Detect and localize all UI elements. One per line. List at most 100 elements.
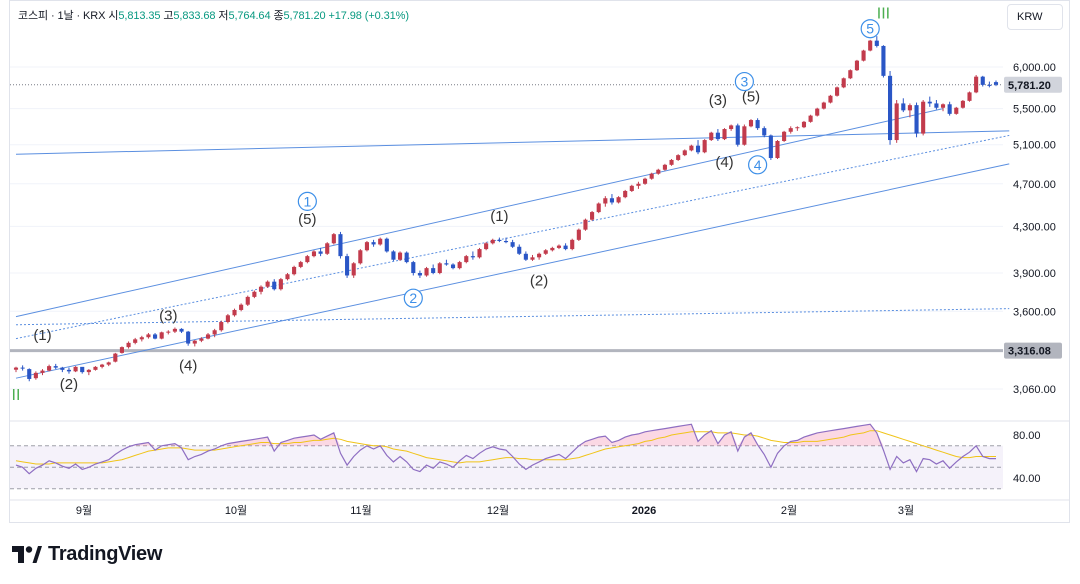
candle-body	[576, 229, 581, 240]
candle-body	[331, 234, 336, 244]
price-tick-label: 3,060.00	[1013, 384, 1056, 396]
candle-body	[424, 268, 429, 276]
brand-name: TradingView	[48, 543, 163, 565]
candle-body	[358, 250, 363, 264]
time-tick-label: 9월	[76, 504, 92, 517]
time-tick-label: 2월	[781, 504, 797, 517]
candle-body	[80, 366, 85, 373]
time-tick-label: 3월	[898, 504, 914, 517]
candle-body	[464, 256, 469, 263]
candle-body	[649, 173, 654, 179]
wave-label: II	[12, 387, 21, 404]
candle-body	[265, 281, 270, 287]
candle-body	[656, 169, 661, 174]
candle-body	[907, 105, 912, 111]
tradingview-logo[interactable]: TradingView	[12, 543, 162, 566]
wave-label: (4)	[715, 154, 733, 171]
candles	[13, 36, 999, 382]
candle-body	[139, 337, 144, 340]
candle-body	[603, 198, 608, 204]
candle-body	[888, 75, 893, 141]
legend-high: 5,833.68	[173, 10, 216, 22]
wave-label: 1	[303, 193, 311, 209]
candle-body	[398, 252, 403, 260]
price-tick-label: 3,600.00	[1013, 306, 1056, 318]
candle-body	[993, 82, 999, 85]
wave-label: 4	[754, 157, 762, 173]
candle-body	[927, 101, 932, 104]
candle-body	[219, 322, 224, 331]
candle-body	[477, 249, 482, 258]
candle-body	[292, 266, 297, 275]
wave-label: (1)	[33, 327, 51, 344]
candle-body	[960, 100, 965, 108]
candle-body	[570, 239, 575, 250]
candle-body	[590, 212, 595, 220]
candle-body	[987, 84, 992, 86]
candle-body	[854, 60, 859, 71]
candle-body	[378, 238, 383, 245]
wave-label: (4)	[179, 358, 197, 375]
candle-body	[848, 70, 853, 79]
candle-body	[695, 145, 701, 153]
candle-body	[636, 183, 641, 186]
candle-body	[33, 372, 38, 379]
candle-body	[490, 239, 495, 244]
candle-body	[748, 120, 754, 127]
candle-body	[27, 369, 32, 379]
candle-body	[530, 257, 535, 260]
candle-body	[298, 262, 303, 267]
candle-body	[53, 366, 58, 368]
candle-body	[782, 131, 787, 141]
candle-body	[874, 40, 879, 46]
candle-body	[722, 129, 727, 140]
candle-body	[940, 104, 946, 108]
rsi-line	[15, 423, 996, 475]
candle-body	[682, 150, 687, 156]
candle-body	[801, 121, 807, 128]
currency-button[interactable]: KRW	[1007, 4, 1063, 30]
candle-body	[225, 315, 230, 323]
candle-body	[484, 243, 489, 250]
channel-line-1	[15, 108, 944, 318]
candle-body	[537, 253, 542, 258]
channel-line-4	[15, 308, 1010, 326]
time-tick-label: 11월	[350, 504, 372, 517]
candle-body	[868, 40, 873, 51]
candle-body	[13, 367, 19, 370]
wave-label: (3)	[159, 308, 177, 325]
candle-body	[404, 252, 409, 263]
rsi-pane: 80.00 40.00	[10, 420, 1069, 490]
wave-label: 2	[409, 290, 417, 306]
wave-label: (2)	[60, 376, 78, 393]
price-tick-label: 4,300.00	[1013, 221, 1056, 233]
price-tick-label: 5,100.00	[1013, 140, 1056, 152]
ohlc-legend: 코스피 · 1날 · KRX 시5,813.35 고5,833.68 저5,76…	[18, 7, 409, 23]
wave-label: III	[877, 6, 890, 23]
candle-body	[563, 245, 568, 250]
candle-body	[199, 338, 204, 341]
wave-label: 3	[740, 74, 748, 90]
candle-body	[93, 366, 98, 370]
candle-body	[305, 256, 310, 263]
candle-body	[795, 127, 800, 129]
candle-body	[126, 342, 131, 348]
candle-body	[503, 240, 509, 243]
time-tick-label: 2026	[632, 505, 656, 517]
candle-body	[86, 369, 91, 373]
candle-body	[629, 185, 634, 191]
legend-symbol: 코스피 · 1날 · KRX	[18, 10, 106, 22]
candle-body	[192, 340, 197, 344]
candle-body	[252, 291, 257, 297]
candle-body	[47, 366, 52, 371]
candle-body	[643, 178, 648, 184]
candle-body	[113, 353, 118, 362]
candle-body	[662, 164, 667, 170]
candle-body	[258, 286, 264, 292]
candle-body	[146, 334, 151, 338]
candle-body	[285, 274, 290, 280]
wave-circle	[860, 19, 880, 39]
price-label-bg-1	[1004, 342, 1062, 359]
wave-label: (3)	[709, 92, 727, 109]
